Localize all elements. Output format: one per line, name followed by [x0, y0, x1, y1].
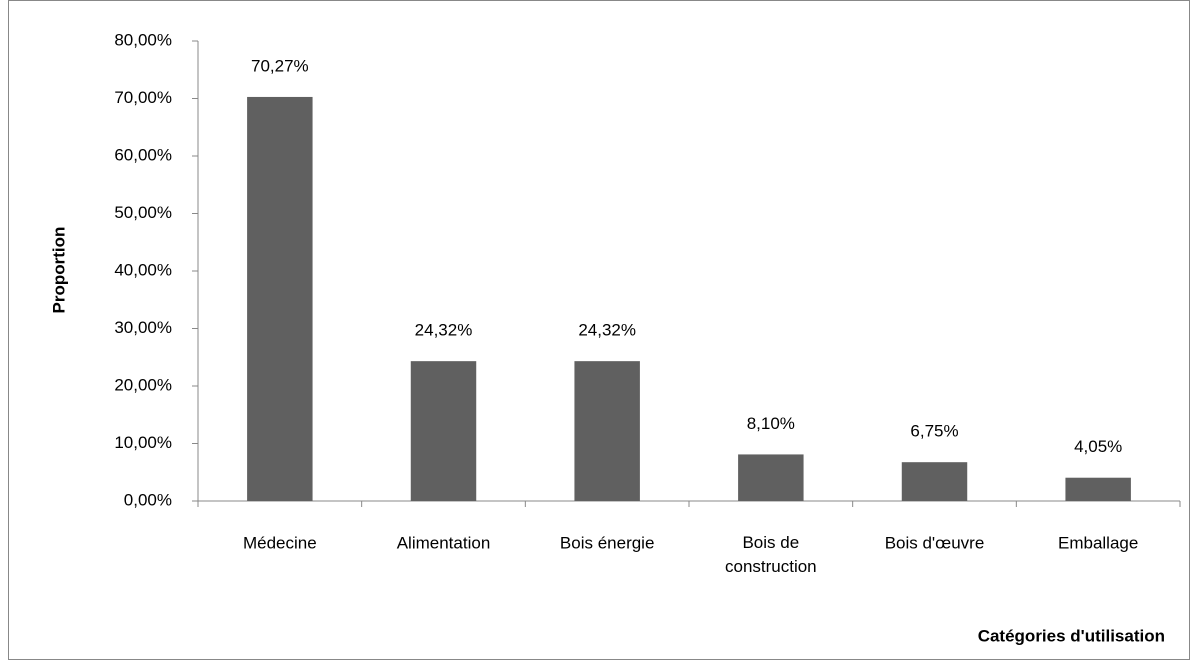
y-tick-label: 20,00% [114, 375, 172, 394]
x-tick-label: Bois d'œuvre [885, 533, 985, 552]
bar [410, 361, 477, 501]
x-axis-title: Catégories d'utilisation [978, 626, 1165, 645]
data-label: 24,32% [578, 321, 636, 340]
y-tick-label: 80,00% [114, 30, 172, 49]
y-axis-title: Proportion [49, 227, 68, 314]
y-tick-label: 30,00% [114, 318, 172, 337]
bar [901, 462, 968, 501]
y-tick-label: 60,00% [114, 145, 172, 164]
data-label: 24,32% [415, 321, 473, 340]
bar [738, 454, 804, 501]
x-tick-label: Bois énergie [560, 533, 655, 552]
data-label: 6,75% [910, 422, 958, 441]
data-label: 4,05% [1074, 437, 1122, 456]
x-tick-label: Bois de construction [725, 533, 817, 576]
data-label: 70,27% [251, 56, 309, 75]
y-tick-label: 40,00% [114, 260, 172, 279]
bar [574, 361, 640, 501]
chart-border [8, 0, 1190, 660]
y-tick-label: 70,00% [114, 88, 172, 107]
y-tick-label: 0,00% [124, 490, 172, 509]
data-label: 8,10% [747, 414, 795, 433]
bar [1065, 477, 1131, 501]
y-tick-label: 50,00% [114, 203, 172, 222]
x-tick-label: Alimentation [397, 533, 491, 552]
x-tick-label: Emballage [1058, 533, 1138, 552]
y-tick-label: 10,00% [114, 433, 172, 452]
bar [247, 96, 313, 501]
x-tick-label: Médecine [243, 533, 317, 552]
